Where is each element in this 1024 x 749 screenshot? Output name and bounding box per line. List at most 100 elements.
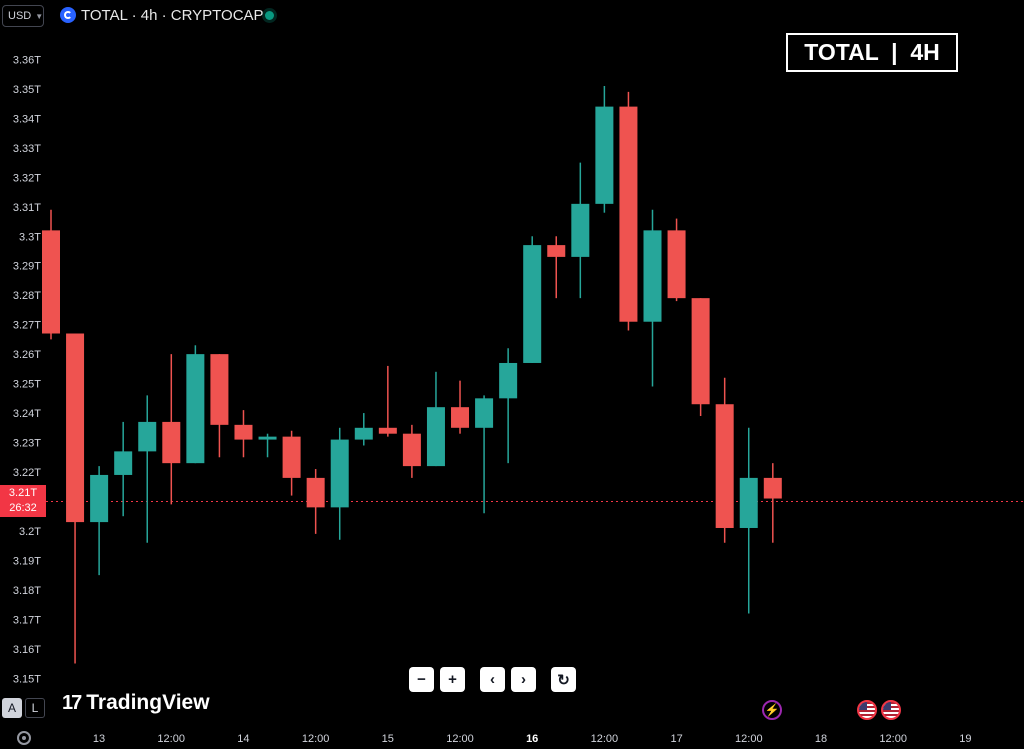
x-tick-label: 15 bbox=[382, 733, 394, 745]
candle-body bbox=[475, 398, 494, 428]
candle bbox=[571, 162, 590, 299]
y-tick-label: 3.33T bbox=[13, 143, 41, 155]
scroll-left-button[interactable]: ‹ bbox=[480, 667, 505, 692]
us-flag-event-icon[interactable] bbox=[857, 700, 877, 720]
candle bbox=[523, 236, 542, 363]
tradingview-wordmark: TradingView bbox=[86, 691, 210, 714]
gear-icon[interactable] bbox=[17, 731, 31, 745]
candle bbox=[210, 354, 229, 458]
x-tick-label: 12:00 bbox=[157, 733, 185, 745]
scroll-right-button[interactable]: › bbox=[511, 667, 536, 692]
y-tick-label: 3.16T bbox=[13, 644, 41, 656]
candle-body bbox=[643, 230, 662, 322]
candle-body bbox=[42, 230, 60, 334]
candle bbox=[186, 345, 205, 464]
y-tick-label: 3.24T bbox=[13, 408, 41, 420]
x-tick-label: 18 bbox=[815, 733, 827, 745]
y-tick-label: 3.29T bbox=[13, 261, 41, 273]
candle bbox=[451, 380, 470, 434]
candle bbox=[378, 365, 397, 437]
candle-body bbox=[90, 474, 109, 523]
candle-body bbox=[66, 333, 85, 523]
candle bbox=[595, 85, 614, 213]
y-tick-label: 3.34T bbox=[13, 113, 41, 125]
y-tick-label: 3.35T bbox=[13, 84, 41, 96]
last-price-label: 3.21T 26:32 bbox=[0, 485, 46, 517]
candle bbox=[258, 433, 277, 458]
candle-body bbox=[619, 106, 638, 322]
timeframe-badge: TOTAL | 4H bbox=[786, 33, 958, 72]
candle-body bbox=[234, 424, 253, 440]
candle bbox=[306, 469, 325, 534]
last-price-value: 3.21T bbox=[8, 487, 38, 499]
candle-body bbox=[715, 404, 734, 528]
y-tick-label: 3.2T bbox=[19, 526, 41, 538]
candle-body bbox=[210, 354, 229, 425]
candle-body bbox=[739, 477, 758, 528]
candle-body bbox=[114, 451, 133, 475]
log-scale-button[interactable]: L bbox=[25, 698, 45, 718]
y-tick-label: 3.36T bbox=[13, 54, 41, 66]
bar-countdown: 26:32 bbox=[9, 502, 37, 514]
candle bbox=[114, 421, 133, 517]
candle bbox=[138, 395, 157, 543]
candle bbox=[547, 236, 566, 299]
y-tick-label: 3.31T bbox=[13, 202, 41, 214]
y-tick-label: 3.23T bbox=[13, 438, 41, 450]
currency-select[interactable]: USD ▼ bbox=[2, 5, 44, 27]
candle-body bbox=[402, 433, 421, 467]
candle-body bbox=[451, 407, 470, 428]
x-axis: 13 12:00 14 12:00 15 12:00 16 12:00 17 12:00 18 12:… bbox=[93, 733, 972, 745]
candle-body bbox=[691, 298, 710, 405]
candle bbox=[739, 427, 758, 614]
lightning-icon[interactable]: ⚡ bbox=[762, 700, 782, 720]
candle bbox=[90, 466, 109, 576]
candle bbox=[162, 354, 181, 505]
y-tick-label: 3.15T bbox=[13, 673, 41, 685]
candle-body bbox=[667, 230, 686, 299]
x-tick-label: 12:00 bbox=[879, 733, 907, 745]
candles bbox=[42, 85, 782, 664]
candle bbox=[667, 218, 686, 302]
y-tick-label: 3.19T bbox=[13, 555, 41, 567]
x-tick-label: 12:00 bbox=[302, 733, 330, 745]
candle bbox=[763, 463, 782, 543]
x-tick-label: 13 bbox=[93, 733, 105, 745]
y-tick-label: 3.25T bbox=[13, 379, 41, 391]
candle-body bbox=[282, 436, 301, 478]
candle-body bbox=[378, 427, 397, 434]
candle bbox=[282, 430, 301, 496]
tradingview-logo[interactable]: 17 TradingView bbox=[62, 690, 210, 716]
reset-chart-button[interactable]: ↻ bbox=[551, 667, 576, 692]
candle-body bbox=[595, 106, 614, 204]
candle bbox=[66, 333, 85, 664]
x-tick-label: 16 bbox=[526, 733, 538, 745]
y-tick-label: 3.27T bbox=[13, 320, 41, 332]
x-tick-label: 12:00 bbox=[591, 733, 619, 745]
candle bbox=[691, 298, 710, 417]
candle-body bbox=[763, 477, 782, 499]
zoom-out-button[interactable]: − bbox=[409, 667, 434, 692]
symbol-title[interactable]: TOTAL · 4h · CRYPTOCAP bbox=[81, 7, 264, 24]
top-bar: USD ▼ TOTAL · 4h · CRYPTOCAP bbox=[0, 0, 1024, 34]
candle bbox=[330, 427, 349, 540]
candle-body bbox=[306, 477, 325, 508]
us-flag-event-icon[interactable] bbox=[881, 700, 901, 720]
candle-body bbox=[499, 362, 518, 399]
candle bbox=[426, 371, 445, 467]
market-status-icon[interactable] bbox=[265, 11, 274, 20]
candle bbox=[475, 395, 494, 514]
cryptocap-icon bbox=[60, 7, 76, 23]
y-tick-label: 3.26T bbox=[13, 349, 41, 361]
x-tick-label: 12:00 bbox=[735, 733, 763, 745]
candle bbox=[715, 377, 734, 543]
candle-body bbox=[138, 421, 157, 452]
currency-label: USD bbox=[8, 10, 32, 22]
zoom-in-button[interactable]: + bbox=[440, 667, 465, 692]
auto-scale-button[interactable]: A bbox=[2, 698, 22, 718]
candle-body bbox=[186, 354, 205, 464]
y-tick-label: 3.18T bbox=[13, 585, 41, 597]
chevron-down-icon: ▼ bbox=[35, 11, 44, 21]
candle-body bbox=[162, 421, 181, 464]
